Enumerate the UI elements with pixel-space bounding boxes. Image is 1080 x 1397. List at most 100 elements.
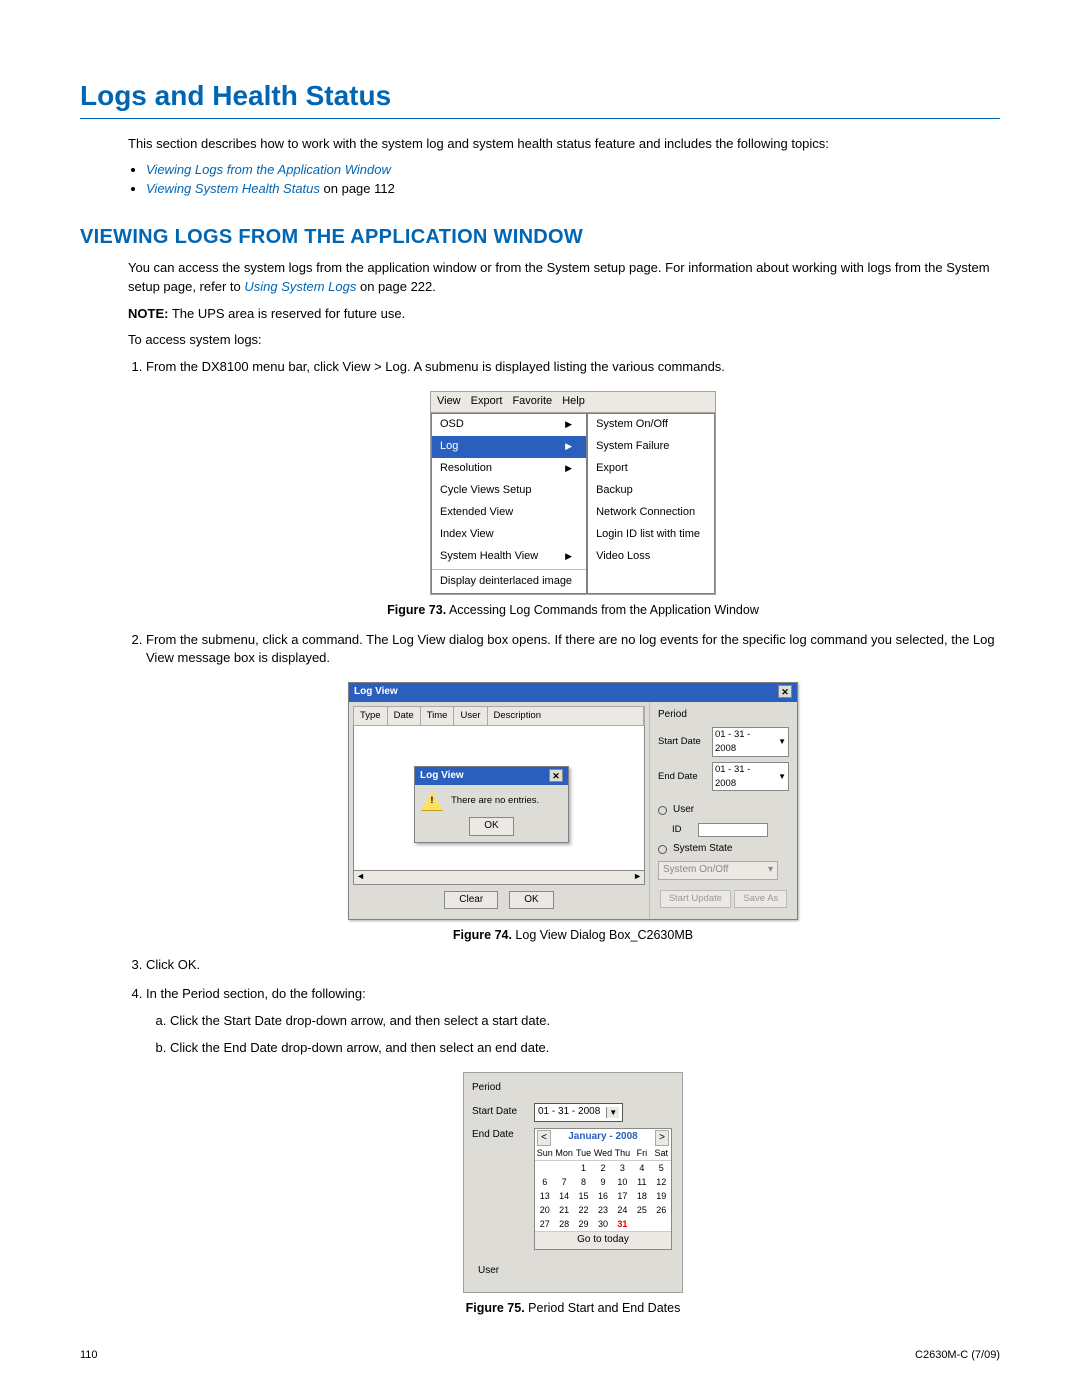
menu-item[interactable]: System Health View▶ xyxy=(432,546,586,568)
calendar-day[interactable]: 30 xyxy=(593,1217,612,1231)
calendar-day[interactable]: 5 xyxy=(652,1161,671,1175)
calendar-dow: Thu xyxy=(613,1147,632,1160)
ok-button[interactable]: OK xyxy=(469,817,513,836)
calendar-day[interactable]: 3 xyxy=(613,1161,632,1175)
calendar-day xyxy=(535,1161,554,1175)
calendar-day[interactable]: 14 xyxy=(554,1189,573,1203)
calendar-day[interactable]: 8 xyxy=(574,1175,593,1189)
menu-item[interactable]: Display deinterlaced image xyxy=(432,571,586,593)
horizontal-scrollbar[interactable] xyxy=(353,871,645,885)
calendar-day[interactable]: 15 xyxy=(574,1189,593,1203)
calendar-day[interactable]: 19 xyxy=(652,1189,671,1203)
submenu-item[interactable]: Network Connection xyxy=(588,502,714,524)
start-date-dropdown[interactable]: 01 - 31 - 2008▼ xyxy=(712,727,789,757)
calendar-day[interactable]: 12 xyxy=(652,1175,671,1189)
using-system-logs-link[interactable]: Using System Logs xyxy=(244,279,356,294)
close-icon[interactable]: ✕ xyxy=(778,685,792,698)
submenu-arrow-icon: ▶ xyxy=(565,418,572,431)
section-para: You can access the system logs from the … xyxy=(128,259,1000,297)
system-state-select: System On/Off▾ xyxy=(658,861,778,880)
calendar-day[interactable]: 22 xyxy=(574,1203,593,1217)
calendar-day[interactable]: 28 xyxy=(554,1217,573,1231)
calendar-day[interactable]: 16 xyxy=(593,1189,612,1203)
menubar-item[interactable]: Help xyxy=(562,394,585,410)
calendar-day[interactable]: 7 xyxy=(554,1175,573,1189)
calendar-day[interactable]: 13 xyxy=(535,1189,554,1203)
note: NOTE: The UPS area is reserved for futur… xyxy=(128,305,1000,324)
calendar-day[interactable]: 27 xyxy=(535,1217,554,1231)
go-to-today-button[interactable]: Go to today xyxy=(535,1231,671,1249)
calendar-day[interactable]: 4 xyxy=(632,1161,651,1175)
calendar-dow: Sun xyxy=(535,1147,554,1160)
ok-button[interactable]: OK xyxy=(509,891,553,910)
figure-73-screenshot: View Export Favorite Help OSD▶Log▶Resolutio… xyxy=(430,391,716,594)
step-3: Click OK. xyxy=(146,956,1000,975)
submenu-item[interactable]: Backup xyxy=(588,480,714,502)
step-4: In the Period section, do the following:… xyxy=(146,985,1000,1317)
system-state-label: System State xyxy=(673,842,732,857)
submenu-item[interactable]: System On/Off xyxy=(588,414,714,436)
user-radio[interactable] xyxy=(658,806,667,815)
calendar-day[interactable]: 18 xyxy=(632,1189,651,1203)
menubar-item[interactable]: Favorite xyxy=(512,394,552,410)
clear-button[interactable]: Clear xyxy=(444,891,498,910)
calendar-day[interactable]: 31 xyxy=(613,1217,632,1231)
system-state-radio[interactable] xyxy=(658,845,667,854)
calendar-day[interactable]: 21 xyxy=(554,1203,573,1217)
calendar-day xyxy=(652,1217,671,1231)
submenu-item[interactable]: Video Loss xyxy=(588,546,714,568)
calendar-day[interactable]: 17 xyxy=(613,1189,632,1203)
menubar-item[interactable]: View xyxy=(437,394,461,410)
user-label: User xyxy=(478,1264,499,1279)
start-date-dropdown[interactable]: 01 - 31 - 2008▼ xyxy=(534,1103,623,1122)
calendar-day[interactable]: 26 xyxy=(652,1203,671,1217)
message-text: There are no entries. xyxy=(451,794,539,808)
menubar-item[interactable]: Export xyxy=(471,394,503,410)
step-2: From the submenu, click a command. The L… xyxy=(146,631,1000,945)
calendar-day[interactable]: 25 xyxy=(632,1203,651,1217)
close-icon[interactable]: ✕ xyxy=(549,769,563,782)
page-number: 110 xyxy=(80,1349,98,1361)
end-date-dropdown[interactable]: 01 - 31 - 2008▼ xyxy=(712,762,789,792)
calendar-day[interactable]: 9 xyxy=(593,1175,612,1189)
menu-item[interactable]: OSD▶ xyxy=(432,414,586,436)
submenu-item[interactable]: Export xyxy=(588,458,714,480)
calendar-day[interactable]: 10 xyxy=(613,1175,632,1189)
step-4b: Click the End Date drop-down arrow, and … xyxy=(170,1039,1000,1058)
calendar-day[interactable]: 6 xyxy=(535,1175,554,1189)
figure-74-screenshot: Log View✕ TypeDateTimeUserDescription Lo… xyxy=(348,682,798,920)
calendar-day[interactable]: 23 xyxy=(593,1203,612,1217)
toc-link-2-suffix: on page 112 xyxy=(320,181,395,196)
calendar-day[interactable]: 2 xyxy=(593,1161,612,1175)
submenu-item[interactable]: Login ID list with time xyxy=(588,524,714,546)
period-label: Period xyxy=(472,1081,674,1096)
calendar-day[interactable]: 20 xyxy=(535,1203,554,1217)
next-month-button[interactable]: > xyxy=(655,1130,669,1147)
menu-item[interactable]: Resolution▶ xyxy=(432,458,586,480)
calendar-day[interactable]: 24 xyxy=(613,1203,632,1217)
menu-item[interactable]: Index View xyxy=(432,524,586,546)
calendar-month: January - 2008 xyxy=(568,1130,638,1147)
toc-link-2[interactable]: Viewing System Health Status xyxy=(146,181,320,196)
calendar[interactable]: <January - 2008> SunMonTueWedThuFriSat 1… xyxy=(534,1128,672,1250)
prev-month-button[interactable]: < xyxy=(537,1130,551,1147)
calendar-day[interactable]: 1 xyxy=(574,1161,593,1175)
intro-text: This section describes how to work with … xyxy=(128,135,1000,154)
calendar-day xyxy=(632,1217,651,1231)
calendar-dow: Sat xyxy=(652,1147,671,1160)
calendar-day[interactable]: 29 xyxy=(574,1217,593,1231)
toc-list: Viewing Logs from the Application Window… xyxy=(146,162,1000,196)
column-header: User xyxy=(454,707,487,725)
toc-link-1[interactable]: Viewing Logs from the Application Window xyxy=(146,162,391,177)
submenu-arrow-icon: ▶ xyxy=(565,550,572,563)
submenu-item[interactable]: System Failure xyxy=(588,436,714,458)
menu-item[interactable]: Log▶ xyxy=(432,436,586,458)
figure-75-screenshot: Period Start Date01 - 31 - 2008▼ End Dat… xyxy=(463,1072,683,1294)
chevron-down-icon: ▼ xyxy=(778,736,786,748)
menu-item[interactable]: Extended View xyxy=(432,502,586,524)
calendar-dow: Tue xyxy=(574,1147,593,1160)
calendar-day[interactable]: 11 xyxy=(632,1175,651,1189)
column-header: Date xyxy=(388,707,421,725)
id-input[interactable] xyxy=(698,823,768,837)
menu-item[interactable]: Cycle Views Setup xyxy=(432,480,586,502)
